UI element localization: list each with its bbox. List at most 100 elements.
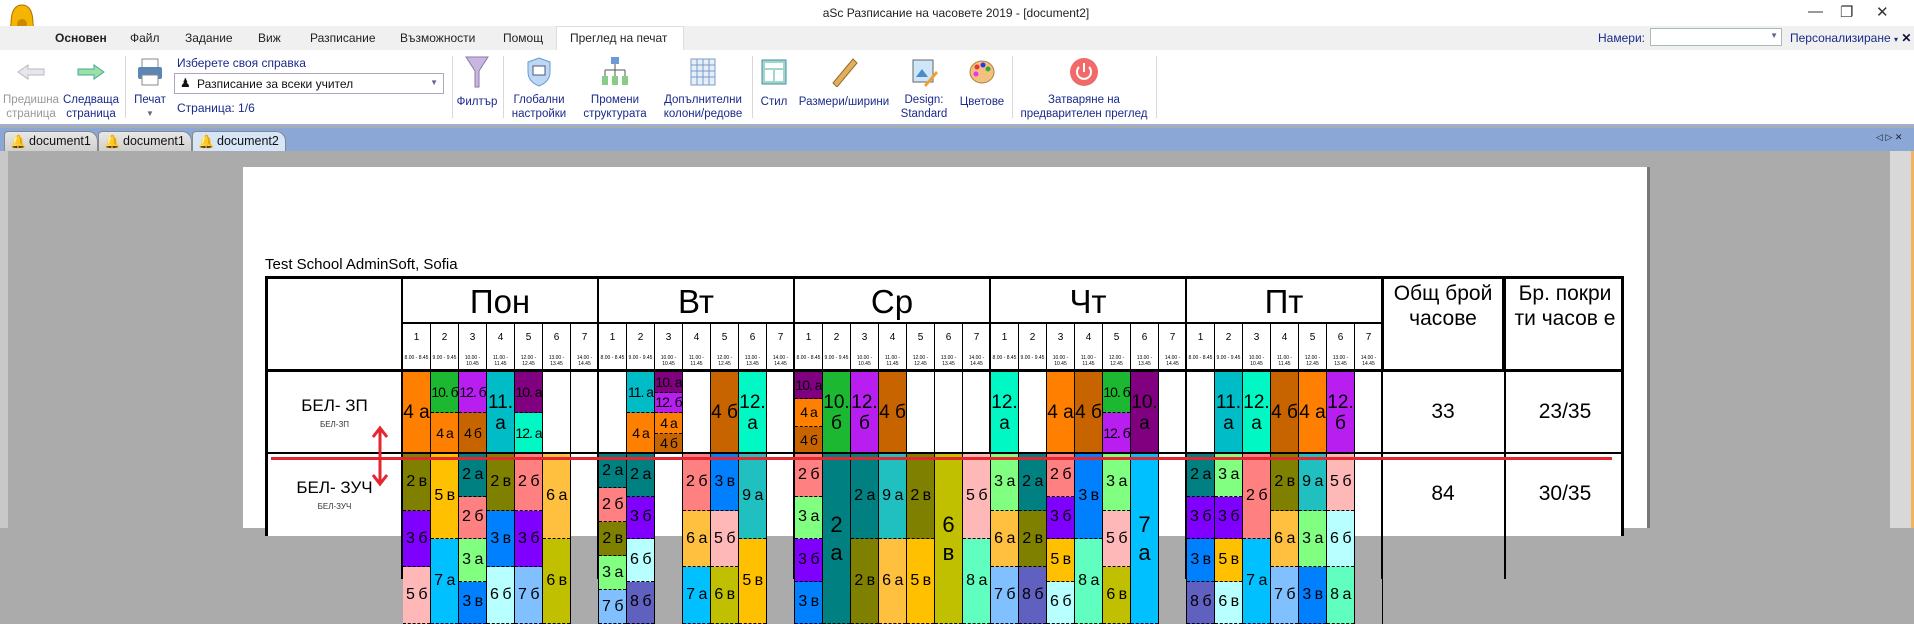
lesson-card[interactable]: 3 в <box>459 582 486 624</box>
lesson-card[interactable]: 6 б <box>1327 511 1354 568</box>
lesson-card[interactable]: 4 б <box>655 434 682 455</box>
lesson-card[interactable]: 11. а <box>1215 372 1242 454</box>
lesson-card[interactable]: 9 а <box>879 454 906 539</box>
lesson-card[interactable]: 8 а <box>1075 539 1102 624</box>
lesson-card[interactable]: 5 б <box>711 511 738 568</box>
lesson-card[interactable]: 4 а <box>627 413 654 454</box>
lesson-card[interactable]: 12. а <box>991 372 1018 454</box>
lesson-card[interactable]: 5 б <box>1327 454 1354 511</box>
lesson-card[interactable]: 7 а <box>1131 454 1158 624</box>
lesson-card[interactable]: 2 б <box>1243 454 1270 539</box>
tab-print-preview[interactable]: Преглед на печат <box>570 31 667 45</box>
lesson-card[interactable]: 12. б <box>655 393 682 414</box>
extra-columns-button[interactable]: Допълнителни колони/редове <box>658 55 748 121</box>
lesson-card[interactable]: 5 в <box>1047 539 1074 582</box>
lesson-card[interactable]: 4 а <box>795 399 822 426</box>
lesson-card[interactable]: 3 а <box>459 539 486 582</box>
lesson-card[interactable]: 5 в <box>431 454 458 539</box>
lesson-card[interactable]: 10. а <box>515 372 542 413</box>
lesson-card[interactable]: 3 а <box>795 497 822 540</box>
lesson-card[interactable]: 3 б <box>1187 497 1214 540</box>
lesson-card[interactable]: 3 а <box>1215 454 1242 497</box>
lesson-card[interactable]: 7 б <box>991 567 1018 624</box>
lesson-card[interactable]: 6 в <box>711 567 738 624</box>
lesson-card[interactable]: 3 б <box>403 511 430 568</box>
lesson-card[interactable]: 3 а <box>599 556 626 590</box>
lesson-card[interactable]: 3 б <box>1215 497 1242 540</box>
lesson-card[interactable]: 11. а <box>487 372 514 454</box>
lesson-card[interactable]: 5 в <box>907 539 934 624</box>
lesson-card[interactable]: 6 б <box>627 539 654 582</box>
lesson-card[interactable]: 12. б <box>459 372 486 413</box>
lesson-card[interactable]: 6 а <box>991 511 1018 568</box>
lesson-card[interactable]: 3 в <box>487 511 514 568</box>
restore-button[interactable]: ❐ <box>1840 3 1853 21</box>
lesson-card[interactable]: 10. б <box>431 372 458 413</box>
tab-timetable[interactable]: Разписание <box>310 31 376 45</box>
close-window-button[interactable]: ✕ <box>1876 3 1889 21</box>
lesson-card[interactable]: 2 б <box>459 497 486 540</box>
lesson-card[interactable]: 4 а <box>431 413 458 454</box>
lesson-card[interactable]: 12. б <box>1327 372 1354 454</box>
minimize-button[interactable]: — <box>1808 3 1823 20</box>
lesson-card[interactable]: 8 а <box>963 539 990 624</box>
lesson-card[interactable]: 6 в <box>543 539 570 624</box>
change-structure-button[interactable]: Промени структурата <box>576 55 654 121</box>
lesson-card[interactable]: 7 а <box>683 567 710 624</box>
lesson-card[interactable]: 2 а <box>851 454 878 539</box>
lesson-card[interactable]: 8 а <box>1327 567 1354 624</box>
print-button[interactable]: Печат▼ <box>130 55 170 121</box>
lesson-card[interactable]: 3 в <box>1187 539 1214 582</box>
lesson-card[interactable]: 4 а <box>403 372 430 454</box>
lesson-card[interactable]: 8 б <box>627 582 654 624</box>
lesson-card[interactable]: 11. а <box>627 372 654 413</box>
lesson-card[interactable]: 4 б <box>879 372 906 454</box>
lesson-card[interactable]: 4 а <box>655 413 682 434</box>
tab-task[interactable]: Задание <box>185 31 233 45</box>
lesson-card[interactable]: 6 в <box>935 454 962 624</box>
lesson-card[interactable]: 3 б <box>1047 497 1074 540</box>
prev-page-button[interactable]: Предишна страница <box>2 55 60 121</box>
lesson-card[interactable]: 3 а <box>991 454 1018 511</box>
lesson-card[interactable]: 2 а <box>1019 454 1046 511</box>
lesson-card[interactable]: 2 б <box>795 454 822 497</box>
lesson-card[interactable]: 4 а <box>1299 372 1326 454</box>
lesson-card[interactable]: 3 б <box>795 539 822 582</box>
lesson-card[interactable]: 4 а <box>1047 372 1074 454</box>
lesson-card[interactable]: 5 в <box>1215 539 1242 582</box>
tab-help[interactable]: Помощ <box>503 31 543 45</box>
next-page-button[interactable]: Следваща страница <box>62 55 120 121</box>
lesson-card[interactable]: 2 б <box>683 454 710 511</box>
lesson-card[interactable]: 2 в <box>1271 454 1298 511</box>
lesson-card[interactable]: 3 а <box>1299 511 1326 568</box>
lesson-card[interactable]: 3 б <box>627 497 654 540</box>
lesson-card[interactable]: 12. а <box>1243 372 1270 454</box>
report-select[interactable]: ♟Разписание за всеки учител▼ <box>174 73 444 94</box>
lesson-card[interactable]: 10. а <box>1131 372 1158 454</box>
style-button[interactable]: Стил <box>756 55 792 109</box>
lesson-card[interactable]: 10. а <box>795 372 822 399</box>
lesson-card[interactable]: 5 б <box>403 567 430 624</box>
lesson-card[interactable]: 12. б <box>851 372 878 454</box>
lesson-card[interactable]: 2 в <box>599 522 626 556</box>
lesson-card[interactable]: 2 б <box>515 454 542 511</box>
lesson-card[interactable]: 7 б <box>1271 567 1298 624</box>
tab-options[interactable]: Възможности <box>400 31 475 45</box>
lesson-card[interactable]: 10. б <box>823 372 850 454</box>
lesson-card[interactable]: 10. б <box>1103 372 1130 413</box>
doc-tab-3-active[interactable]: 🔔document2 <box>192 131 286 151</box>
lesson-card[interactable]: 5 б <box>1103 511 1130 568</box>
sizes-button[interactable]: Размери/ширини <box>796 55 892 109</box>
lesson-card[interactable]: 5 в <box>739 539 766 624</box>
filter-button[interactable]: Филтър <box>455 55 499 109</box>
lesson-card[interactable]: 2 а <box>627 454 654 497</box>
lesson-card[interactable]: 4 б <box>459 413 486 454</box>
colors-button[interactable]: Цветове <box>956 55 1008 109</box>
lesson-card[interactable]: 2 а <box>823 454 850 624</box>
lesson-card[interactable]: 6 а <box>1271 511 1298 568</box>
lesson-card[interactable]: 4 б <box>795 427 822 454</box>
lesson-card[interactable]: 7 а <box>1243 539 1270 624</box>
lesson-card[interactable]: 3 в <box>1075 454 1102 539</box>
lesson-card[interactable]: 4 б <box>1075 372 1102 454</box>
close-preview-button[interactable]: Затваряне на предварителен преглед <box>1016 55 1152 121</box>
